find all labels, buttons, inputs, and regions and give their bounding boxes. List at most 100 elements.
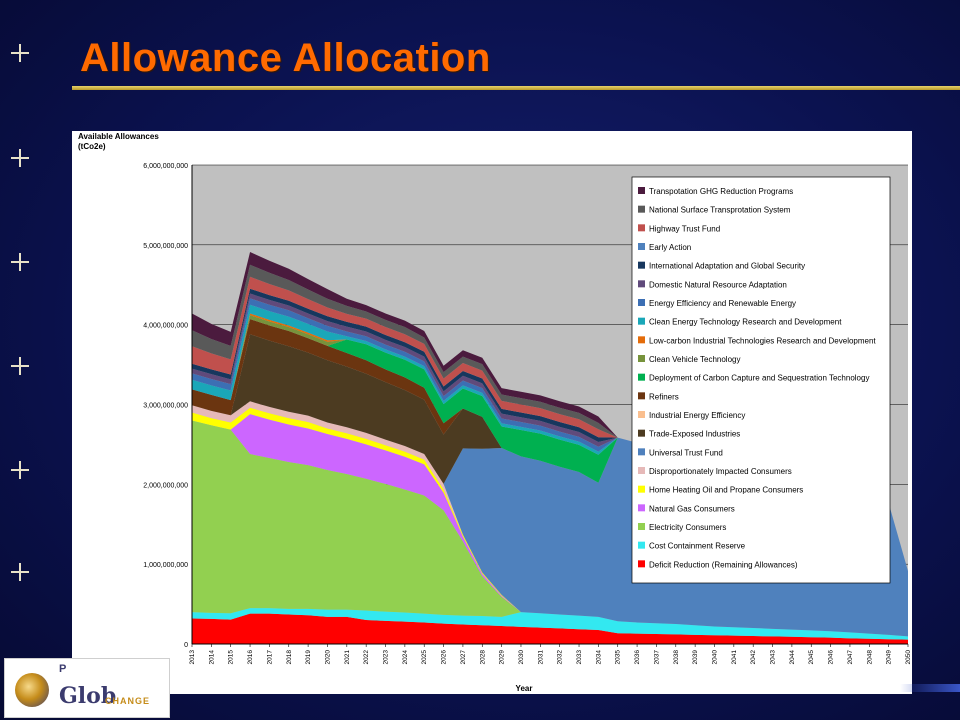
plus-bullet-icon	[10, 148, 30, 168]
legend-entry: Deployment of Carbon Capture and Sequest…	[649, 374, 869, 383]
legend-swatch	[638, 261, 645, 269]
legend-swatch	[638, 280, 645, 288]
legend-entry: Cost Containment Reserve	[649, 542, 746, 551]
legend-entry: Transpotation GHG Reduction Programs	[649, 187, 793, 196]
legend-entry: Clean Energy Technology Research and Dev…	[649, 318, 842, 327]
x-tick-label: 2044	[789, 650, 796, 665]
x-tick-label: 2013	[189, 650, 196, 665]
x-tick-label: 2043	[770, 650, 777, 665]
y-tick-label: 2,000,000,000	[143, 482, 188, 489]
x-tick-label: 2022	[363, 650, 370, 665]
y-tick-label: 3,000,000,000	[143, 403, 188, 410]
legend-swatch	[638, 373, 645, 381]
legend-entry: Industrial Energy Efficiency	[649, 411, 745, 420]
legend-entry: Low-carbon Industrial Technologies Resea…	[649, 336, 876, 345]
plus-bullet-icon	[10, 356, 30, 376]
legend-entry: Energy Efficiency and Renewable Energy	[649, 299, 796, 308]
logo-word: Glob	[59, 683, 117, 709]
legend-swatch	[638, 187, 645, 194]
legend-entry: National Surface Transprotation System	[649, 206, 791, 215]
x-tick-label: 2026	[441, 650, 448, 665]
area-series	[192, 414, 908, 637]
x-tick-label: 2046	[828, 650, 835, 665]
x-tick-label: 2048	[866, 650, 873, 665]
area-series	[192, 334, 908, 571]
legend-swatch	[638, 317, 645, 325]
x-tick-label: 2018	[286, 650, 293, 665]
y-tick-label: 5,000,000,000	[143, 243, 188, 250]
x-tick-label: 2029	[499, 650, 506, 665]
x-tick-label: 2034	[595, 650, 602, 665]
legend-entry: Universal Trust Fund	[649, 448, 723, 457]
legend-swatch	[638, 560, 645, 568]
legend-swatch	[638, 429, 645, 437]
x-tick-label: 2041	[731, 650, 738, 665]
x-tick-label: 2036	[634, 650, 641, 665]
x-tick-label: 2030	[518, 650, 525, 665]
x-tick-label: 2033	[576, 650, 583, 665]
global-change-logo: P Glob CHANGE	[4, 658, 170, 718]
x-tick-label: 2050	[905, 650, 912, 665]
y-axis-label-unit: (tCo2e)	[78, 142, 106, 151]
logo-sub-text: CHANGE	[105, 696, 151, 706]
x-tick-label: 2038	[673, 650, 680, 665]
x-tick-label: 2042	[750, 650, 757, 665]
stacked-area-chart: 0 1,000,000,000 2,000,000,000 3,000,000,000…	[78, 132, 912, 693]
x-tick-label: 2045	[808, 650, 815, 665]
y-axis-label: Available Allowances	[78, 132, 159, 141]
globe-logo-icon	[15, 673, 49, 707]
area-series	[192, 608, 908, 640]
legend-swatch	[638, 355, 645, 362]
legend-swatch	[638, 448, 645, 456]
x-tick-label: 2032	[557, 650, 564, 665]
area-series	[192, 319, 908, 571]
legend-entry: Trade-Exposed Industries	[649, 430, 740, 439]
legend-box	[631, 176, 891, 584]
legend-entry: Refiners	[649, 392, 679, 401]
legend-entry: Home Heating Oil and Propane Consumers	[649, 486, 803, 495]
x-tick-label: 2023	[383, 650, 390, 665]
y-tick-label: 0	[184, 642, 188, 649]
legend-swatch	[638, 336, 645, 344]
plus-bullet-icon	[10, 43, 30, 63]
logo-top-text: P	[59, 663, 67, 675]
x-tick-label: 2037	[653, 650, 660, 665]
y-tick-label: 4,000,000,000	[143, 323, 188, 330]
x-tick-label: 2039	[692, 650, 699, 665]
x-tick-label: 2031	[537, 650, 544, 665]
legend-swatch	[638, 205, 645, 213]
x-axis-label: Year	[516, 684, 533, 693]
legend-swatch	[638, 485, 645, 493]
decorative-band	[900, 684, 960, 692]
legend-entry: Highway Trust Fund	[649, 224, 720, 233]
plus-bullet-icon	[10, 562, 30, 582]
x-tick-label: 2035	[615, 650, 622, 665]
legend-swatch	[638, 467, 645, 474]
legend-swatch	[638, 243, 645, 250]
legend-swatch	[638, 541, 645, 549]
area-series	[192, 420, 908, 637]
plus-bullet-icon	[10, 460, 30, 480]
x-tick-label: 2024	[402, 650, 409, 665]
legend-entry: International Adaptation and Global Secu…	[649, 262, 805, 271]
x-tick-label: 2019	[305, 650, 312, 665]
x-tick-label: 2027	[460, 650, 467, 665]
x-tick-label: 2047	[847, 650, 854, 665]
slide-title: Allowance Allocation	[80, 36, 491, 80]
legend-entry: Clean Vehicle Technology	[649, 355, 740, 364]
x-tick-label: 2020	[324, 650, 331, 665]
legend-entry: Deficit Reduction (Remaining Allowances)	[649, 560, 798, 569]
area-series	[192, 613, 908, 644]
legend-swatch	[638, 523, 645, 530]
x-tick-label: 2025	[421, 650, 428, 665]
x-tick-label: 2028	[479, 650, 486, 665]
legend-swatch	[638, 224, 645, 232]
legend-swatch	[638, 299, 645, 306]
chart-panel: 0 1,000,000,000 2,000,000,000 3,000,000,000…	[72, 131, 912, 694]
x-tick-label: 2014	[208, 650, 215, 665]
legend-entry: Domestic Natural Resource Adaptation	[649, 280, 787, 289]
legend-entry: Early Action	[649, 243, 691, 252]
y-tick-label: 1,000,000,000	[143, 562, 188, 569]
legend-entry: Natural Gas Consumers	[649, 504, 735, 513]
y-tick-label: 6,000,000,000	[143, 163, 188, 170]
